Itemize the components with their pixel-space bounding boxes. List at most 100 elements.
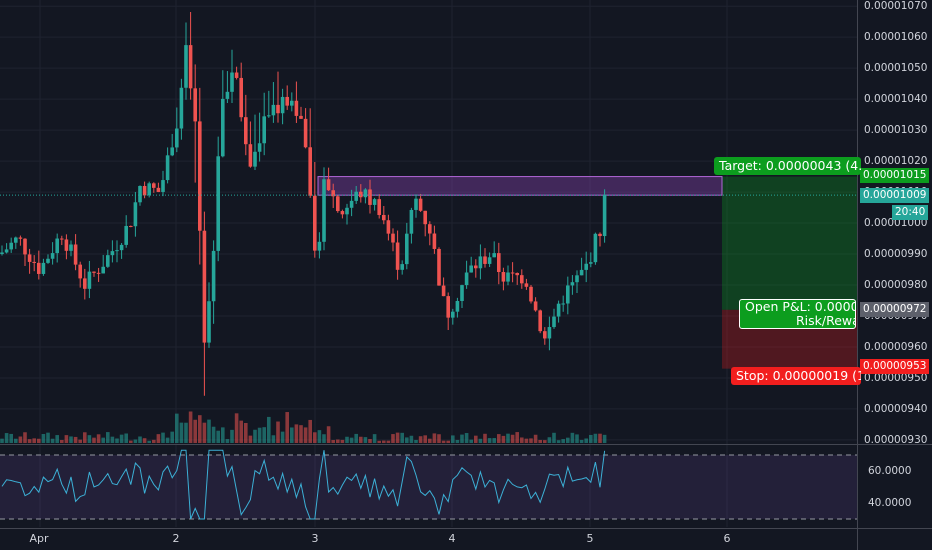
candle-body-75 xyxy=(345,207,349,215)
volume-bar-43 xyxy=(198,415,202,443)
candle-body-96 xyxy=(441,285,446,297)
open-pnl-box[interactable]: Open P&L: 0.00000 Risk/Rewa xyxy=(739,299,856,329)
volume-bar-104 xyxy=(478,438,483,443)
candle-body-98 xyxy=(451,311,455,318)
volume-bar-8 xyxy=(37,438,41,443)
candle-body-89 xyxy=(409,209,414,234)
volume-bar-54 xyxy=(248,435,253,443)
stop-price-label: 0.00000953 xyxy=(860,359,930,374)
candle-body-48 xyxy=(221,98,225,157)
candle-body-69 xyxy=(317,241,322,251)
volume-bar-60 xyxy=(276,421,280,443)
candle-body-11 xyxy=(50,253,55,259)
volume-bar-71 xyxy=(326,426,331,443)
time-tick-label: 5 xyxy=(586,532,594,545)
target-price-label: 0.00001015 xyxy=(860,168,930,183)
candle-body-2 xyxy=(9,242,13,250)
price-tick-label: 0.00000940 xyxy=(864,402,928,415)
volume-bar-90 xyxy=(414,439,418,443)
candle-body-123 xyxy=(566,285,570,304)
volume-bar-16 xyxy=(73,436,78,443)
price-tick-label: 0.00000930 xyxy=(864,433,928,446)
candle-body-102 xyxy=(469,265,473,273)
candle-body-14 xyxy=(64,239,69,251)
volume-bar-20 xyxy=(92,437,96,443)
volume-bar-37 xyxy=(170,431,174,443)
candle-body-105 xyxy=(483,256,487,264)
volume-bar-108 xyxy=(497,434,501,443)
candle-body-71 xyxy=(326,179,331,191)
volume-bar-121 xyxy=(556,440,561,443)
volume-bar-32 xyxy=(147,440,151,443)
volume-bar-52 xyxy=(239,420,243,443)
volume-bar-102 xyxy=(469,439,473,443)
candle-body-32 xyxy=(147,183,151,196)
volume-bar-72 xyxy=(331,440,335,443)
volume-bar-80 xyxy=(368,439,372,443)
candle-body-47 xyxy=(216,156,220,251)
candle-body-94 xyxy=(432,233,437,249)
volume-bar-74 xyxy=(340,439,345,443)
volume-bar-123 xyxy=(566,437,570,443)
volume-bar-62 xyxy=(285,412,289,443)
price-tick-label: 0.00000960 xyxy=(864,340,928,353)
candle-body-118 xyxy=(543,331,547,339)
candle-body-120 xyxy=(552,316,556,328)
candle-body-0 xyxy=(0,252,4,255)
volume-bar-96 xyxy=(441,440,446,443)
volume-bar-56 xyxy=(257,427,262,443)
volume-bar-111 xyxy=(510,434,515,443)
volume-bar-58 xyxy=(267,416,271,443)
candle-body-21 xyxy=(96,272,101,274)
volume-bar-114 xyxy=(524,438,529,443)
volume-bar-10 xyxy=(46,432,50,443)
stop-info-box[interactable]: Stop: 0.00000019 (1 xyxy=(731,367,861,385)
candle-body-17 xyxy=(78,264,82,279)
volume-bar-85 xyxy=(391,434,395,443)
candle-body-117 xyxy=(538,310,542,332)
candle-body-30 xyxy=(138,185,142,203)
candle-body-85 xyxy=(391,233,395,243)
candle-body-68 xyxy=(313,195,317,251)
candle-body-92 xyxy=(423,210,427,225)
candle-body-83 xyxy=(382,214,386,221)
candle-body-43 xyxy=(198,121,202,231)
volume-bar-131 xyxy=(602,434,607,443)
candle-body-63 xyxy=(290,100,294,106)
candle-body-88 xyxy=(405,233,409,265)
candle-body-29 xyxy=(133,202,138,227)
volume-bar-17 xyxy=(78,439,82,443)
candle-body-73 xyxy=(336,196,340,212)
volume-bar-23 xyxy=(106,432,110,443)
volume-bar-21 xyxy=(96,434,101,443)
candle-body-1 xyxy=(4,249,9,253)
volume-bar-57 xyxy=(262,427,266,443)
candle-body-55 xyxy=(253,151,257,167)
candle-body-101 xyxy=(464,272,469,286)
volume-bar-89 xyxy=(409,435,414,443)
price-tick-label: 0.00000990 xyxy=(864,248,928,261)
candle-body-26 xyxy=(119,244,124,251)
volume-bar-94 xyxy=(432,433,437,443)
candle-body-25 xyxy=(115,250,119,252)
volume-bar-12 xyxy=(55,435,59,443)
candle-body-24 xyxy=(110,251,115,256)
volume-bar-109 xyxy=(501,435,506,443)
volume-bar-45 xyxy=(207,419,211,443)
candle-body-38 xyxy=(175,128,179,148)
volume-bar-19 xyxy=(87,435,92,443)
candle-body-80 xyxy=(368,189,372,205)
volume-bar-63 xyxy=(290,427,294,443)
candle-body-34 xyxy=(156,187,161,192)
candle-body-107 xyxy=(492,253,496,258)
volume-bar-59 xyxy=(271,435,276,443)
time-tick-label: 6 xyxy=(723,532,731,545)
target-info-box[interactable]: Target: 0.00000043 (4.4 xyxy=(714,157,861,175)
volume-bar-41 xyxy=(188,411,193,443)
candle-body-95 xyxy=(437,248,441,286)
candle-body-62 xyxy=(285,96,289,106)
candle-body-108 xyxy=(497,253,501,273)
candle-body-22 xyxy=(101,266,105,274)
